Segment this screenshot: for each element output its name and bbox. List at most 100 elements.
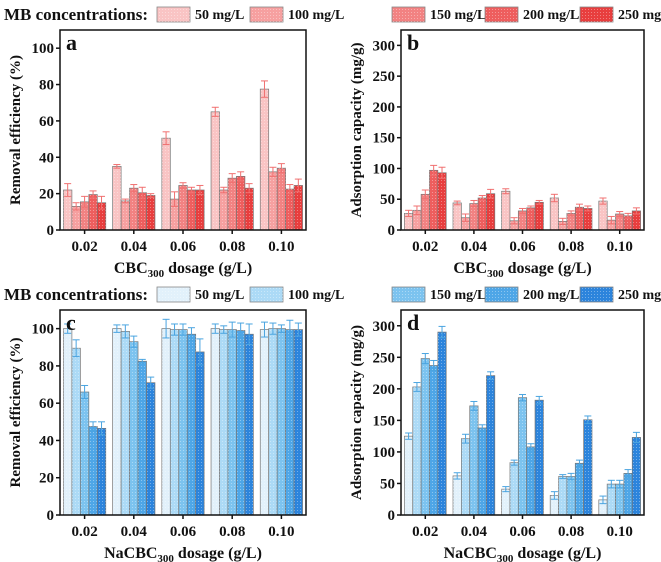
legend-label: 100 mg/L bbox=[288, 8, 344, 23]
bar-texture bbox=[146, 382, 155, 515]
x-tick-label: 0.04 bbox=[121, 524, 148, 540]
bar-texture bbox=[404, 213, 413, 230]
bar-texture bbox=[575, 463, 584, 515]
x-axis-label: NaCBC300 dosage (g/L) bbox=[444, 545, 602, 562]
y-tick-label: 20 bbox=[39, 471, 54, 487]
bar-texture bbox=[598, 499, 608, 515]
plot-frame bbox=[59, 309, 307, 516]
x-axis-label-main: NaCBC bbox=[444, 545, 497, 562]
y-tick-label: 150 bbox=[373, 413, 396, 429]
panel-label: c bbox=[66, 310, 76, 335]
legend-title: MB concentrations: bbox=[4, 5, 148, 24]
bar-texture bbox=[615, 484, 624, 515]
bar-texture bbox=[478, 198, 487, 230]
legend-label: 250 mg/L bbox=[618, 288, 661, 303]
bar-texture bbox=[437, 172, 447, 230]
x-tick-label: 0.08 bbox=[558, 524, 584, 540]
panel-d: 0.02 0.04 0.06 0.08 0.10 0 50 100 150 200 250 300 d A… bbox=[349, 309, 645, 562]
x-tick-label: 0.06 bbox=[509, 239, 536, 255]
bar-texture bbox=[227, 329, 237, 515]
x-tick-label: 0.06 bbox=[509, 524, 536, 540]
bar-texture bbox=[558, 221, 567, 230]
bar-texture bbox=[550, 198, 559, 230]
bar-texture bbox=[244, 334, 254, 515]
panel-label: a bbox=[66, 30, 77, 55]
bar-texture bbox=[294, 185, 303, 230]
bar-texture bbox=[518, 397, 527, 515]
bar-texture bbox=[178, 329, 188, 515]
bar-texture bbox=[566, 213, 576, 230]
x-axis-label-main: CBC bbox=[114, 260, 148, 277]
bar-texture bbox=[63, 328, 72, 515]
legend-swatch-texture bbox=[485, 7, 518, 22]
x-axis-label: CBC300 dosage (g/L) bbox=[114, 260, 252, 280]
bar-texture bbox=[146, 195, 155, 230]
bar-texture bbox=[260, 329, 269, 515]
bar-texture bbox=[138, 192, 147, 230]
bar-texture bbox=[294, 329, 303, 515]
bar-texture bbox=[170, 199, 179, 230]
legend-blue: MB concentrations: 50 mg/L 100 mg/L 150 mg/… bbox=[4, 285, 661, 304]
bar-texture bbox=[412, 210, 422, 230]
y-tick-label: 0 bbox=[388, 223, 396, 239]
y-axis-label: Adsorption capacity (mg/g) bbox=[349, 43, 365, 218]
bar-texture bbox=[97, 202, 106, 230]
bar-texture bbox=[429, 365, 438, 515]
panel-b: 0.02 0.04 0.06 0.08 0.10 0 50 100 150 200 250 300 b A… bbox=[349, 29, 645, 280]
bar-texture bbox=[575, 207, 584, 230]
bar-texture bbox=[71, 348, 81, 515]
y-tick-label: 100 bbox=[32, 322, 55, 338]
x-axis-label-tail: dosage (g/L) bbox=[174, 545, 262, 562]
bar-texture bbox=[121, 200, 130, 230]
bar-texture bbox=[236, 176, 245, 230]
bar-texture bbox=[469, 203, 479, 230]
bar-texture bbox=[509, 462, 519, 515]
bar-texture bbox=[583, 419, 592, 515]
bar-texture bbox=[129, 341, 139, 515]
y-tick-label: 100 bbox=[373, 445, 396, 461]
bar-texture bbox=[211, 328, 220, 515]
legend-label: 200 mg/L bbox=[523, 8, 579, 23]
bar-texture bbox=[195, 190, 205, 230]
bar-texture bbox=[80, 201, 89, 230]
x-tick-label: 0.02 bbox=[71, 239, 97, 255]
x-axis-label-subscript: 300 bbox=[487, 268, 504, 280]
x-axis-label-tail: dosage (g/L) bbox=[164, 260, 252, 277]
legend-swatch-texture bbox=[157, 287, 190, 302]
panel-a: 0.02 0.04 0.06 0.08 0.10 0 20 40 60 80 100 a Removal… bbox=[8, 29, 307, 280]
legend-label: 50 mg/L bbox=[195, 8, 244, 23]
bar-texture bbox=[244, 188, 254, 230]
legend-swatch-texture bbox=[485, 287, 518, 302]
bar-texture bbox=[71, 206, 81, 230]
bar-texture bbox=[598, 201, 608, 230]
y-tick-label: 0 bbox=[47, 508, 55, 524]
x-axis-label-main: NaCBC bbox=[104, 545, 157, 562]
legend-label: 150 mg/L bbox=[430, 8, 486, 23]
y-tick-label: 80 bbox=[39, 359, 54, 375]
bar-texture bbox=[478, 427, 487, 515]
legend-label: 100 mg/L bbox=[288, 288, 344, 303]
bar-texture bbox=[260, 89, 269, 230]
bar-texture bbox=[178, 185, 188, 230]
y-tick-label: 40 bbox=[39, 150, 54, 166]
bar-texture bbox=[112, 328, 122, 515]
y-tick-label: 150 bbox=[373, 131, 396, 147]
y-tick-label: 60 bbox=[39, 396, 54, 412]
legend-swatch-texture bbox=[250, 7, 283, 22]
legend-red: MB concentrations: 50 mg/L 100 mg/L 150 mg/… bbox=[4, 5, 661, 24]
bar-texture bbox=[219, 190, 228, 230]
y-tick-label: 300 bbox=[373, 38, 396, 54]
bar-texture bbox=[558, 476, 567, 515]
bar-texture bbox=[421, 358, 430, 515]
legend-swatch-texture bbox=[250, 287, 283, 302]
x-axis-label: NaCBC300 dosage (g/L) bbox=[104, 545, 262, 562]
x-tick-label: 0.06 bbox=[170, 239, 197, 255]
y-tick-label: 200 bbox=[373, 382, 396, 398]
bar-texture bbox=[429, 170, 438, 230]
bar-texture bbox=[469, 405, 479, 515]
bar-texture bbox=[121, 331, 130, 515]
bar-texture bbox=[486, 193, 495, 230]
bar-texture bbox=[63, 190, 72, 230]
bar-texture bbox=[437, 332, 447, 515]
x-axis-label: CBC300 dosage (g/L) bbox=[453, 260, 591, 280]
